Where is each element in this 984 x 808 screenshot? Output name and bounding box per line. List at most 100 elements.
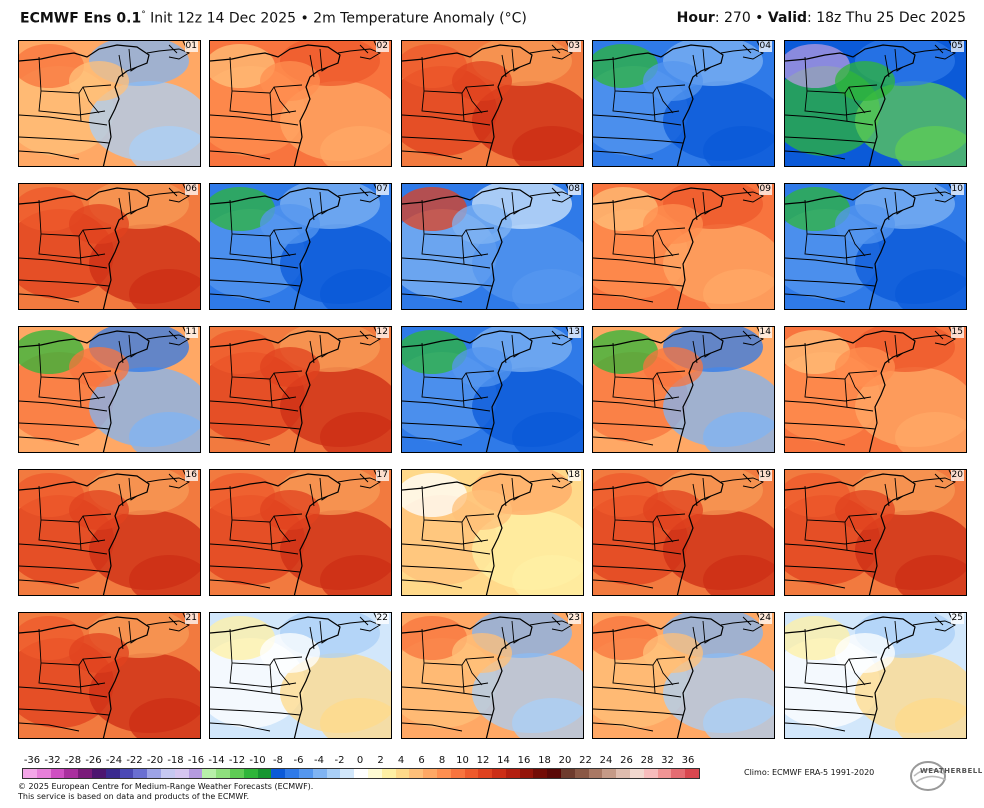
state-border [848, 372, 866, 400]
ensemble-member-panel: 05 [784, 40, 967, 167]
state-border [19, 279, 110, 287]
state-border [702, 191, 712, 215]
state-border [19, 543, 108, 555]
state-border [894, 477, 904, 501]
state-border [309, 340, 315, 364]
colorbar-tick-label: -32 [44, 755, 61, 766]
state-border [402, 114, 491, 126]
state-border [844, 378, 848, 408]
model-name: ECMWF Ens 0.1 [20, 10, 142, 27]
state-border [804, 90, 872, 116]
state-border [269, 664, 273, 694]
state-border [461, 235, 465, 265]
colorbar-swatch [492, 769, 506, 778]
state-border [785, 422, 876, 430]
state-border [844, 92, 848, 122]
colorbar-swatch [340, 769, 355, 778]
state-border [785, 150, 846, 160]
colorbar-swatch [478, 769, 493, 778]
state-border [804, 662, 872, 688]
colorbar-labels: -36 -32 -28 -26 -24 -22 -20 -18 -16 -14 -12 -10 -8 -6… [20, 755, 700, 767]
member-number-label: 08 [567, 184, 581, 195]
coastline [402, 44, 533, 166]
anomaly-map [19, 470, 200, 595]
state-border [402, 722, 463, 732]
state-border [210, 136, 301, 144]
colorbar-swatch [505, 769, 520, 778]
state-border [78, 378, 82, 408]
ensemble-member-panel: 22 [209, 612, 392, 739]
state-border [884, 197, 890, 221]
state-border [511, 620, 521, 644]
state-border [785, 293, 846, 303]
coastline [210, 473, 341, 595]
state-border [146, 477, 191, 489]
state-border [402, 436, 463, 446]
logo-text: WEATHERBELL [920, 767, 983, 775]
state-border [912, 48, 957, 60]
member-number-label: 13 [567, 327, 581, 338]
state-border [501, 54, 507, 78]
state-border [210, 543, 299, 555]
weatherbell-logo-icon [910, 761, 947, 791]
colorbar-tick-label: 20 [558, 755, 572, 766]
state-border [593, 257, 682, 269]
member-number-label: 17 [375, 470, 389, 481]
state-border [19, 422, 110, 430]
colorbar-tick-label: 16 [517, 755, 531, 766]
ensemble-member-panel: 21 [18, 612, 201, 739]
anomaly-map [402, 41, 583, 166]
state-border [529, 477, 574, 489]
state-border [593, 400, 682, 412]
coastline [19, 473, 150, 595]
colorbar-swatch [23, 769, 37, 778]
colorbar-swatch [174, 769, 189, 778]
valid-time: Hour: 270 • Valid: 18z Thu 25 Dec 2025 [677, 10, 966, 26]
state-border [309, 197, 315, 221]
colorbar-tick-label: -6 [293, 755, 304, 766]
state-border [652, 664, 656, 694]
colorbar-tick-label: 12 [476, 755, 490, 766]
state-border [848, 515, 866, 543]
ensemble-member-panel: 18 [401, 469, 584, 596]
state-border [19, 400, 108, 412]
state-border [501, 626, 507, 650]
state-border [210, 422, 301, 430]
state-border [309, 483, 315, 507]
coastline [210, 44, 341, 166]
colorbar-tick-label: 8 [438, 755, 446, 766]
state-border [894, 191, 904, 215]
state-border [78, 92, 82, 122]
state-border [848, 658, 866, 686]
colorbar-tick-label: 24 [599, 755, 613, 766]
anomaly-map [593, 184, 774, 309]
state-border [210, 114, 299, 126]
copyright-line-1: © 2025 European Centre for Medium-Range … [18, 782, 314, 791]
map-title: ECMWF Ens 0.1° Init 12z 14 Dec 2025 • 2m… [20, 10, 527, 27]
state-border [912, 334, 957, 346]
state-border [229, 662, 297, 688]
member-number-label: 06 [184, 184, 198, 195]
state-border [593, 279, 684, 287]
ensemble-member-panel: 17 [209, 469, 392, 596]
state-border [593, 293, 654, 303]
anomaly-map [19, 327, 200, 452]
anomaly-map [785, 613, 966, 738]
ensemble-member-panel: 07 [209, 183, 392, 310]
state-border [19, 114, 108, 126]
state-border [692, 54, 698, 78]
state-border [652, 235, 656, 265]
state-border [652, 521, 656, 551]
state-border [309, 626, 315, 650]
state-border [210, 722, 271, 732]
colorbar-swatch [243, 769, 258, 778]
ensemble-member-panel: 11 [18, 326, 201, 453]
state-border [884, 626, 890, 650]
colorbar-swatch [188, 769, 203, 778]
state-border [402, 543, 491, 555]
ensemble-member-panel: 02 [209, 40, 392, 167]
state-border [785, 436, 846, 446]
state-border [273, 86, 291, 114]
coastline [19, 330, 150, 452]
ensemble-member-panel: 09 [592, 183, 775, 310]
